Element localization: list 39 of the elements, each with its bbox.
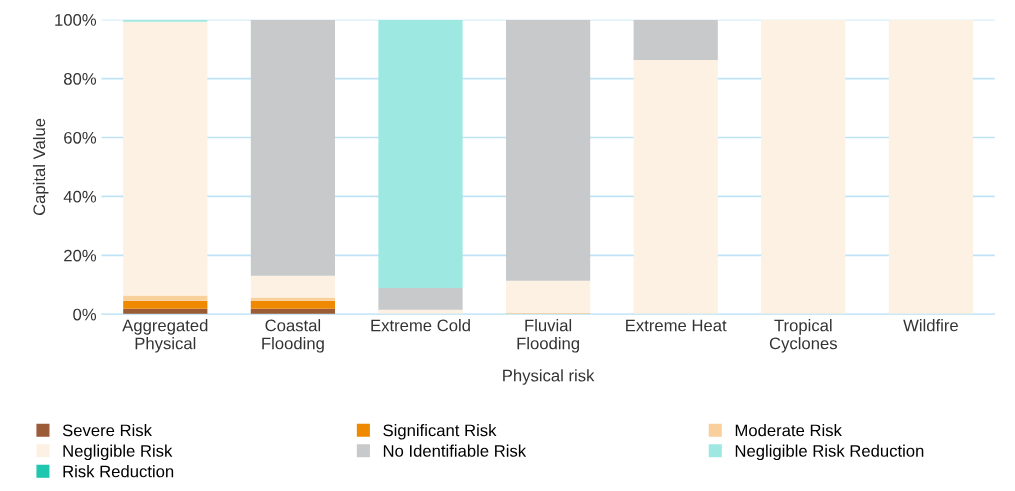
x-axis-title: Physical risk: [503, 369, 595, 385]
x-tick-label: Extreme Cold: [371, 319, 470, 332]
bar: [250, 297, 336, 301]
legend-label: Negligible Risk: [63, 444, 173, 461]
bar: [250, 275, 336, 298]
legend-label: Negligible Risk Reduction: [735, 444, 924, 461]
x-tick-label: Wildfire: [903, 319, 958, 332]
bar: [505, 19, 591, 281]
x-tick-label: Aggregated Physical: [122, 319, 208, 353]
x-tick-label: Fluvial Flooding: [517, 319, 579, 353]
legend-label: Severe Risk: [62, 424, 152, 437]
bar: [123, 21, 208, 296]
bar: [633, 60, 718, 315]
x-tick-label: Coastal Flooding: [262, 319, 324, 353]
y-tick-label: 20%: [64, 249, 97, 262]
bar: [123, 300, 208, 309]
bar: [123, 295, 208, 301]
y-tick-label: 40%: [63, 190, 97, 203]
y-tick-label: 100%: [55, 14, 97, 26]
y-tick-label: 80%: [64, 72, 97, 85]
bar: [378, 288, 463, 310]
bar: [123, 19, 208, 22]
bar: [761, 19, 846, 315]
y-axis-title: Capital Value: [32, 118, 49, 216]
legend-label: Significant Risk: [383, 424, 497, 440]
x-tick-label: Tropical Cyclones: [769, 319, 837, 353]
bar: [250, 300, 336, 309]
bar: [378, 309, 463, 315]
y-tick-label: 60%: [64, 131, 97, 144]
x-tick-label: Extreme Heat: [626, 319, 727, 332]
legend-label: No Identifiable Risk: [383, 444, 527, 457]
legend-label: Risk Reduction: [63, 465, 174, 478]
bar: [633, 19, 718, 60]
bar: [888, 19, 974, 315]
bar: [250, 19, 336, 276]
y-tick-label: 0%: [73, 308, 97, 321]
bar: [505, 280, 591, 314]
legend-label: Moderate Risk: [735, 424, 842, 437]
bar: [378, 19, 463, 289]
